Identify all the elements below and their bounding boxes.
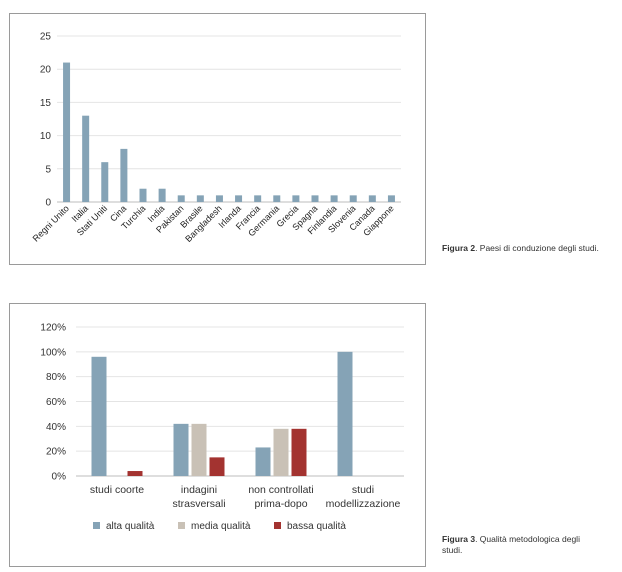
bar [330,195,338,202]
y-tick-label: 40% [46,422,66,433]
x-tick-label: non controllati [248,484,313,496]
chart-paesi: 0 5 10 15 20 25 Regni Unito Italia Stati Uniti Ci… [9,13,426,265]
x-tick-label: indagini [181,484,217,496]
legend-item: bassa qualità [274,521,346,532]
bar-alta [337,351,353,476]
bar [63,62,71,203]
y-tick-label: 0% [52,472,67,483]
bar-media [273,428,289,476]
y-tick-label: 60% [46,397,66,408]
figure-2-caption: Figura 2. Paesi di conduzione degli stud… [442,243,602,254]
bar [158,188,166,202]
x-tick-label: Regni Unito [31,203,71,243]
bar [82,115,90,202]
x-tick-label: prima-dopo [254,498,307,510]
bar-bassa [209,457,225,476]
figure-3-caption: Figura 3. Qualità metodologica degli stu… [442,534,602,556]
bar [387,195,395,202]
y-tick-label: 120% [40,323,66,334]
bar-media [191,423,207,476]
y-tick-label: 25 [40,32,52,43]
bar-bassa [127,471,143,476]
figure-2-label: Figura 2 [442,243,476,253]
bar [349,195,357,202]
bar [254,195,262,202]
y-tick-label: 15 [40,98,52,109]
bar [177,195,185,202]
legend-label: alta qualità [106,521,155,532]
bar [120,148,128,202]
y-tick-label: 20 [40,65,52,76]
bar [368,195,376,202]
legend-swatch [274,522,281,529]
legend-item: alta qualità [93,521,155,532]
y-tick-label: 0 [45,198,51,209]
chart-qualita: 0% 20% 40% 60% 80% 100% 120% studi coorte indagi… [9,303,426,567]
bar-bassa [291,428,307,476]
figure-2-text: . Paesi di conduzione degli studi. [475,243,599,253]
bar [139,188,147,202]
bar [273,195,281,202]
legend-label: bassa qualità [287,521,346,532]
legend-item: media qualità [178,521,251,532]
y-tick-label: 20% [46,447,66,458]
legend-swatch [178,522,185,529]
x-tick-label: modellizzazione [326,498,401,510]
bar-chart-qualita: 0% 20% 40% 60% 80% 100% 120% studi coorte indagi… [40,323,404,532]
legend-swatch [93,522,100,529]
x-tick-label: strasversali [172,498,225,510]
bar-alta [91,356,107,476]
bar [311,195,319,202]
bar [215,195,223,202]
bar [235,195,243,202]
y-tick-label: 5 [45,164,51,175]
legend-label: media qualità [191,521,251,532]
bar [292,195,300,202]
bar-alta [173,423,189,476]
figure-3-label: Figura 3 [442,534,476,544]
bar [196,195,204,202]
y-tick-label: 10 [40,131,52,142]
y-tick-label: 80% [46,372,66,383]
bar-alta [255,447,271,476]
x-tick-label: studi coorte [90,484,144,496]
figure-3-text: . Qualità metodologica degli studi. [442,534,580,555]
bar [101,162,109,202]
x-tick-label: studi [352,484,374,496]
y-tick-label: 100% [40,347,66,358]
